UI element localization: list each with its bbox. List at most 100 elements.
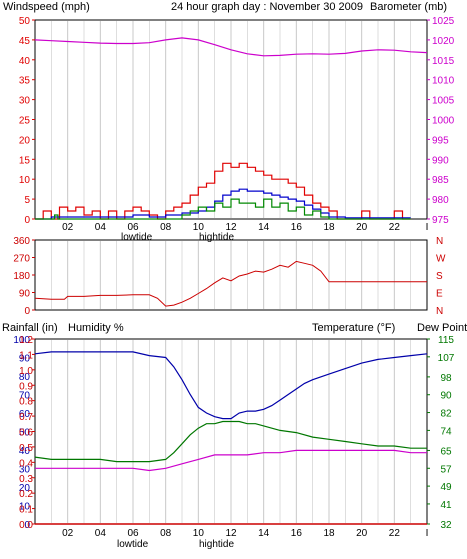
rainfall-axis-label: Rainfall (in) [2, 322, 58, 334]
temp-tick-107: 107 [438, 353, 455, 364]
temp-tick-65: 65 [440, 446, 452, 457]
hightide-label-top: hightide [199, 232, 234, 243]
compass-label-0: N [436, 236, 443, 247]
x-tick-label-0-14: 14 [258, 222, 270, 233]
rain-tick-5: 0.5 [19, 443, 33, 454]
x-tick-label-1-08: 08 [160, 528, 172, 539]
x-tick-label-1-20: 20 [356, 528, 368, 539]
baro-tick-975: 975 [432, 215, 449, 226]
x-tick-label-0-22: 22 [389, 222, 401, 233]
wind-tick-15: 15 [19, 155, 31, 166]
compass-label-2: S [436, 271, 443, 282]
rain-tick-2: 0.2 [19, 489, 33, 500]
x-tick-label-0-10: 10 [193, 222, 205, 233]
humidity-axis-label: Humidity % [68, 322, 124, 334]
x-tick-label-1-22: 22 [389, 528, 401, 539]
rain-tick-6: 0.6 [19, 428, 33, 439]
dir-tick-180: 180 [13, 271, 30, 282]
x-tick-label-0-04: 04 [95, 222, 107, 233]
hum-tick-70: 70 [19, 391, 31, 402]
rain-tick-7: 0.7 [19, 412, 33, 423]
baro-tick-990: 990 [432, 155, 449, 166]
x-tick-label-1-04: 04 [95, 528, 107, 539]
baro-tick-1010: 1010 [432, 76, 455, 87]
compass-label-4: N [436, 306, 443, 317]
rain-tick-8: 0.8 [19, 397, 33, 408]
chart-title: 24 hour graph day : November 30 2009 [171, 1, 363, 13]
hum-tick-40: 40 [19, 446, 31, 457]
x-tick-label-0-20: 20 [356, 222, 368, 233]
windspeed-axis-label: Windspeed (mph) [3, 1, 90, 13]
direction-series-line [34, 260, 427, 307]
temp-tick-49: 49 [440, 482, 452, 493]
rain-tick-1: 0.1 [19, 505, 33, 516]
rain-tick-4: 0.4 [19, 458, 33, 469]
hum-tick-30: 30 [19, 465, 31, 476]
baro-tick-1020: 1020 [432, 36, 455, 47]
temp-tick-74: 74 [440, 426, 452, 437]
baro-tick-1015: 1015 [432, 56, 455, 67]
x-tick-label-1-12: 12 [225, 528, 237, 539]
rain-tick-9: 0.9 [19, 381, 33, 392]
hum-tick-50: 50 [19, 428, 31, 439]
temp-tick-41: 41 [440, 500, 452, 511]
temperature-axis-label: Temperature (°F) [312, 322, 395, 334]
wind-tick-50: 50 [19, 16, 31, 27]
wind_low-series-line [35, 198, 411, 220]
hum-tick-20: 20 [19, 483, 31, 494]
hum-tick-100: 100 [13, 335, 30, 346]
humidity-series-line [34, 351, 428, 420]
x-tick-label-1-18: 18 [323, 528, 335, 539]
compass-label-3: E [436, 289, 443, 300]
x-end-mark-1: I [426, 528, 429, 539]
wind-tick-30: 30 [19, 96, 31, 107]
x-tick-label-1-02: 02 [62, 528, 74, 539]
hum-tick-90: 90 [19, 354, 31, 365]
wind-series-line [35, 162, 411, 220]
dir-tick-90: 90 [19, 289, 31, 300]
x-tick-label-0-02: 02 [62, 222, 74, 233]
dir-tick-0: 0 [24, 306, 30, 317]
wind-tick-10: 10 [19, 175, 31, 186]
hum-tick-10: 10 [19, 502, 31, 513]
wind-tick-25: 25 [19, 116, 31, 127]
x-end-mark-0: I [426, 222, 429, 233]
baro-tick-1025: 1025 [432, 16, 455, 27]
dir-tick-270: 270 [13, 254, 30, 265]
rain-tick-0: 0.0 [19, 520, 33, 531]
temp-tick-32: 32 [440, 520, 452, 531]
x-tick-label-0-18: 18 [323, 222, 335, 233]
x-tick-label-1-06: 06 [127, 528, 139, 539]
hum-tick-60: 60 [19, 409, 31, 420]
baro-tick-980: 980 [432, 195, 449, 206]
temp-tick-57: 57 [440, 464, 452, 475]
rain-tick-12: 1.2 [19, 335, 33, 346]
temperature-series-line [34, 420, 427, 463]
dir-tick-360: 360 [13, 236, 30, 247]
x-tick-label-1-14: 14 [258, 528, 270, 539]
baro-tick-995: 995 [432, 135, 449, 146]
baro-tick-1000: 1000 [432, 116, 455, 127]
wind-tick-40: 40 [19, 56, 31, 67]
wind-tick-45: 45 [19, 36, 31, 47]
hum-tick-80: 80 [19, 372, 31, 383]
x-tick-label-0-12: 12 [225, 222, 237, 233]
rain-tick-11: 1.1 [19, 350, 33, 361]
wind_avg-series-line [35, 188, 411, 220]
rain-tick-10: 1.0 [19, 366, 33, 377]
compass-label-1: W [436, 254, 446, 265]
x-tick-label-0-06: 06 [127, 222, 139, 233]
temp-tick-90: 90 [440, 391, 452, 402]
baro-tick-1005: 1005 [432, 96, 455, 107]
barometer-series-line [34, 37, 428, 57]
baro-tick-985: 985 [432, 175, 449, 186]
dewpoint-series-line [35, 449, 427, 472]
hightide-label-bottom: hightide [199, 539, 234, 550]
temp-tick-82: 82 [440, 409, 452, 420]
lowtide-label-top: lowtide [121, 232, 153, 243]
barometer-axis-label: Barometer (mb) [370, 1, 447, 13]
x-tick-label-0-16: 16 [291, 222, 303, 233]
hum-tick-0: 0 [24, 520, 30, 531]
wind-tick-5: 5 [24, 195, 30, 206]
